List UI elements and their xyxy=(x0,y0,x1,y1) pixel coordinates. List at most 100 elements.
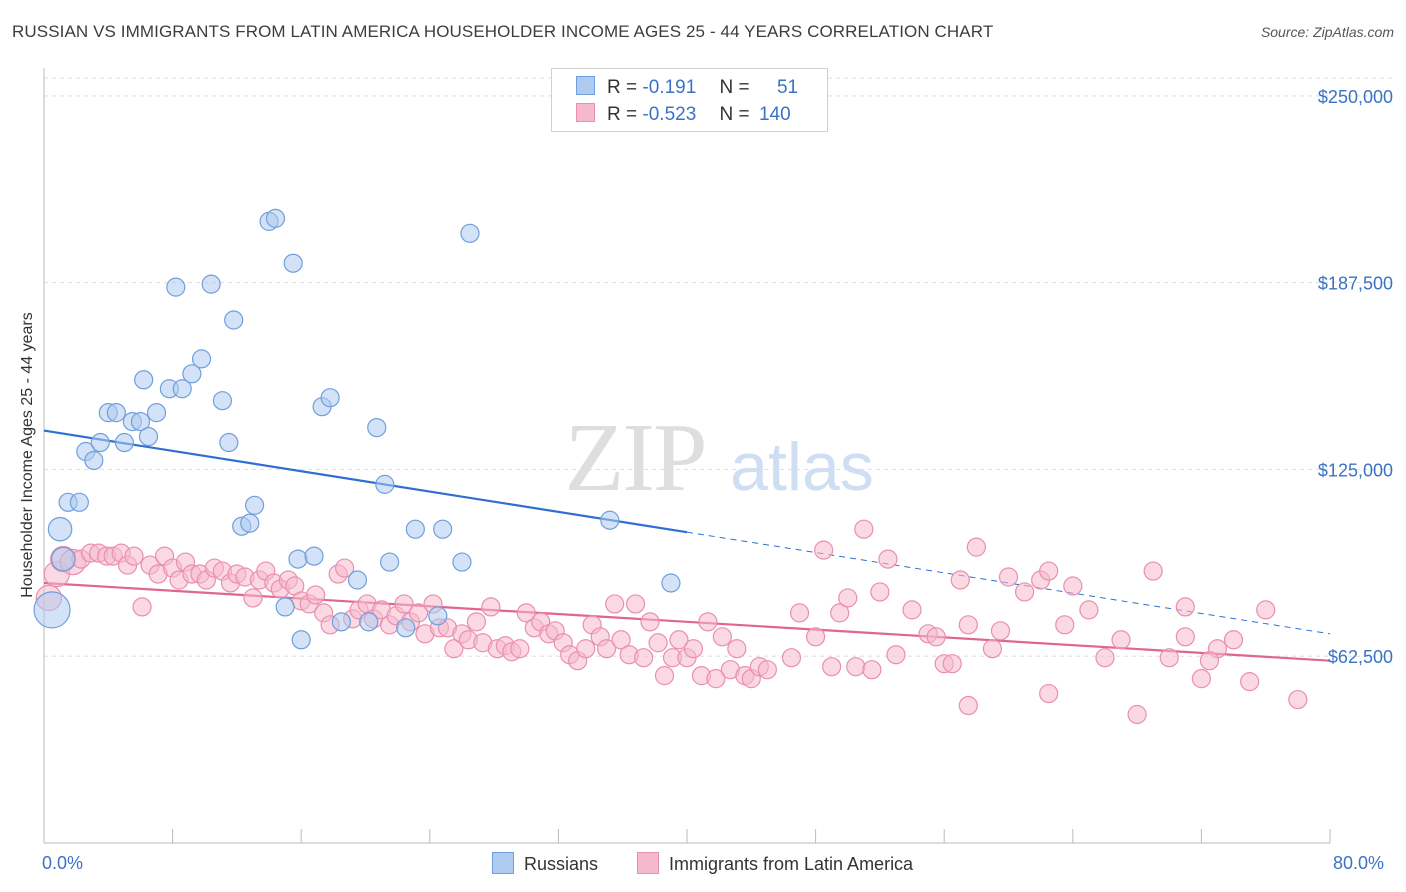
y-tick-label: $250,000 xyxy=(1318,87,1393,107)
point-russian xyxy=(275,597,295,617)
point-latin-america xyxy=(516,603,536,623)
point-latin-america xyxy=(854,519,874,539)
point-russian xyxy=(172,379,192,399)
trend-russians xyxy=(43,429,1331,635)
point-russian xyxy=(33,591,71,629)
point-latin-america xyxy=(805,627,826,647)
point-russian xyxy=(130,412,151,432)
point-latin-america xyxy=(444,639,464,659)
point-latin-america xyxy=(789,603,810,623)
point-latin-america xyxy=(950,570,970,590)
point-latin-america xyxy=(902,600,922,620)
point-latin-america xyxy=(640,612,660,632)
point-latin-america xyxy=(958,615,978,635)
point-latin-america xyxy=(1143,561,1163,581)
point-russian xyxy=(405,519,425,539)
point-latin-america xyxy=(1111,630,1131,650)
point-latin-america xyxy=(1063,576,1083,596)
point-latin-america xyxy=(597,639,617,659)
point-russian xyxy=(460,223,480,243)
point-russian xyxy=(244,495,265,515)
bottom-legend-swatch-pink xyxy=(637,852,659,874)
point-latin-america xyxy=(990,621,1011,641)
point-latin-america xyxy=(698,612,718,632)
point-russian xyxy=(50,546,76,572)
point-latin-america xyxy=(669,630,689,650)
point-latin-america xyxy=(633,648,654,668)
point-russian xyxy=(114,432,134,453)
legend-n-label: N = xyxy=(719,104,750,125)
axes xyxy=(43,68,1331,844)
points-russians xyxy=(33,208,681,650)
point-latin-america xyxy=(306,585,326,605)
point-latin-america xyxy=(1014,582,1035,602)
point-latin-america xyxy=(982,639,1003,659)
point-latin-america xyxy=(926,627,946,647)
point-latin-america xyxy=(625,594,646,614)
point-russian xyxy=(375,474,395,494)
point-russian xyxy=(240,513,260,533)
point-russian xyxy=(661,573,681,593)
legend-r-label: R = xyxy=(607,77,638,98)
point-latin-america xyxy=(838,588,858,608)
point-latin-america xyxy=(1240,672,1260,692)
point-latin-america xyxy=(846,657,866,677)
point-latin-america xyxy=(124,546,144,566)
point-latin-america xyxy=(481,597,501,617)
point-russian xyxy=(84,450,104,471)
point-latin-america xyxy=(1256,600,1276,620)
legend-r-value: -0.523 xyxy=(642,104,697,125)
point-russian xyxy=(304,546,324,566)
legend-n-value: 51 xyxy=(776,77,799,98)
point-russian xyxy=(201,274,221,294)
point-latin-america xyxy=(1223,630,1244,650)
point-russian xyxy=(138,426,159,447)
point-russian xyxy=(433,519,453,539)
point-latin-america xyxy=(394,594,414,614)
point-latin-america xyxy=(1039,561,1059,581)
point-russian xyxy=(166,277,186,297)
legend-n-label: N = xyxy=(719,77,750,98)
point-russian xyxy=(146,403,167,423)
point-latin-america xyxy=(408,603,429,623)
point-latin-america xyxy=(1095,648,1115,668)
point-latin-america xyxy=(1127,704,1147,725)
point-latin-america xyxy=(1191,669,1212,689)
point-latin-america xyxy=(1039,683,1059,704)
legend-r-label: R = xyxy=(607,104,638,125)
point-russian xyxy=(320,388,340,408)
point-latin-america xyxy=(132,597,152,617)
point-latin-america xyxy=(966,537,986,557)
stats-legend: R = -0.191 N = 51 R = -0.523 N = 140 xyxy=(551,68,828,132)
point-russian xyxy=(291,630,311,650)
point-latin-america xyxy=(870,582,890,602)
point-russian xyxy=(428,606,448,626)
source-label: Source: ZipAtlas.com xyxy=(1260,24,1394,40)
point-latin-america xyxy=(878,549,898,569)
point-latin-america xyxy=(605,594,625,614)
point-latin-america xyxy=(648,633,668,653)
legend-n-value: 140 xyxy=(758,104,791,125)
point-latin-america xyxy=(335,558,355,578)
point-latin-america xyxy=(1288,689,1308,710)
point-russian xyxy=(283,253,303,273)
point-russian xyxy=(331,612,351,632)
point-russian xyxy=(224,310,244,330)
legend-swatch-blue xyxy=(576,76,595,95)
point-russian xyxy=(90,432,110,453)
point-latin-america xyxy=(712,627,732,647)
point-russian xyxy=(380,552,400,572)
bottom-legend-swatch-blue xyxy=(492,852,514,874)
point-russian xyxy=(182,364,202,384)
point-russian xyxy=(134,370,154,390)
point-russian xyxy=(347,570,368,590)
watermark-zip: ZIP xyxy=(565,404,706,512)
point-latin-america xyxy=(1199,651,1220,671)
legend-swatch-pink xyxy=(576,103,595,122)
bottom-legend-label: Russians xyxy=(524,854,599,874)
point-russian xyxy=(265,208,286,228)
point-russian xyxy=(219,432,239,453)
chart-title: RUSSIAN VS IMMIGRANTS FROM LATIN AMERICA… xyxy=(12,22,994,41)
y-tick-label: $187,500 xyxy=(1318,274,1393,294)
